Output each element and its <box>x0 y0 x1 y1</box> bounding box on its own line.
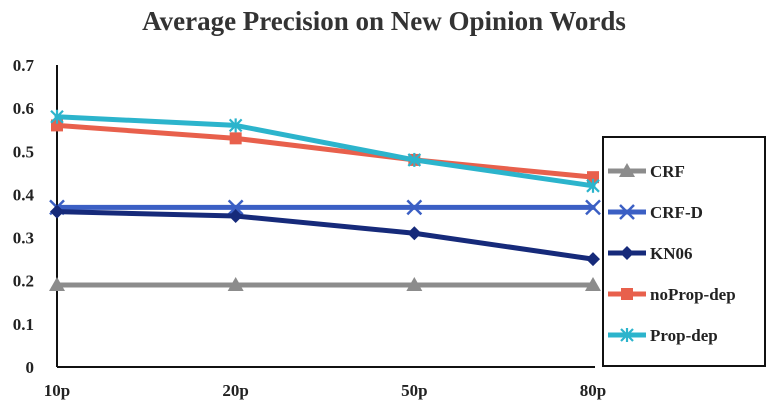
data-point <box>227 277 244 292</box>
data-point <box>586 178 600 193</box>
data-point <box>586 252 600 267</box>
legend-label: KN06 <box>650 244 693 263</box>
data-point <box>228 209 243 223</box>
legend-item: noProp-dep <box>608 285 736 304</box>
legend: CRF CRF-D KN06 noProp-dep Prop-dep <box>602 136 766 367</box>
series-line <box>54 122 596 180</box>
y-tick-label: 0.6 <box>13 99 34 118</box>
series-crf <box>49 277 601 292</box>
legend-marker <box>620 246 634 260</box>
data-point <box>50 204 64 219</box>
legend-marker <box>619 204 635 220</box>
series-kn06 <box>50 204 600 267</box>
legend-item: CRF <box>608 162 685 181</box>
data-point <box>50 109 64 124</box>
series-line <box>54 209 596 262</box>
y-tick-label: 0 <box>26 358 35 377</box>
x-tick-label: 50p <box>401 381 427 400</box>
y-tick-label: 0.4 <box>13 185 35 204</box>
y-tick-label: 0.2 <box>13 272 34 291</box>
series-line <box>54 114 596 189</box>
x-tick-label: 10p <box>44 381 70 400</box>
chart-title: Average Precision on New Opinion Words <box>142 6 626 36</box>
data-point <box>407 226 422 241</box>
y-tick-label: 0.1 <box>13 315 34 334</box>
tick-labels: 0 0.1 0.2 0.3 0.4 0.5 0.6 0.7 10p 20p 50p 80p <box>13 56 606 400</box>
legend-label: Prop-dep <box>650 326 718 345</box>
series-prop-dep <box>50 109 600 193</box>
data-point <box>407 152 422 167</box>
data-point <box>229 132 242 145</box>
legend-marker <box>619 163 635 177</box>
legend-label: noProp-dep <box>650 285 736 304</box>
series-group <box>49 109 601 292</box>
legend-label: CRF-D <box>650 203 703 222</box>
y-tick-label: 0.5 <box>13 142 34 161</box>
legend-marker <box>620 328 634 342</box>
data-point <box>51 119 63 132</box>
y-tick-label: 0.3 <box>13 229 34 248</box>
data-point <box>228 118 243 133</box>
legend-item: KN06 <box>608 244 693 263</box>
data-point <box>585 199 601 216</box>
legend-marker <box>621 288 633 300</box>
legend-label: CRF <box>650 162 685 181</box>
y-tick-label: 0.7 <box>13 56 35 75</box>
data-point <box>406 199 423 216</box>
x-tick-label: 20p <box>222 381 248 400</box>
data-point <box>49 277 65 292</box>
data-point <box>587 171 599 184</box>
x-tick-label: 80p <box>580 381 606 400</box>
legend-item: CRF-D <box>608 203 703 222</box>
data-point <box>227 199 244 216</box>
legend-item: Prop-dep <box>608 326 718 345</box>
series-crf-d <box>49 199 601 216</box>
data-point <box>585 277 601 292</box>
data-point <box>406 277 423 292</box>
